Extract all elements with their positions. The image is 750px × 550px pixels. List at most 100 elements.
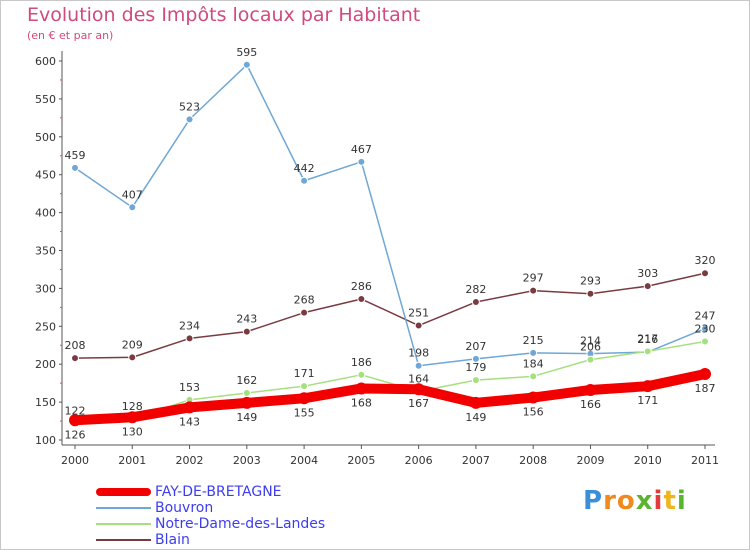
y-tick-label: 100 bbox=[35, 434, 56, 447]
data-point bbox=[527, 391, 540, 404]
x-tick-label: 2002 bbox=[176, 454, 204, 467]
data-point bbox=[357, 370, 366, 379]
data-point bbox=[240, 396, 253, 409]
legend-swatch-fay bbox=[96, 488, 151, 496]
data-point bbox=[183, 401, 196, 414]
series-line-1 bbox=[74, 64, 706, 367]
data-label: 207 bbox=[465, 340, 486, 353]
data-point bbox=[641, 380, 654, 393]
data-point bbox=[412, 383, 425, 396]
data-label: 184 bbox=[523, 357, 544, 370]
data-label: 293 bbox=[580, 275, 601, 288]
data-label: 155 bbox=[294, 406, 315, 419]
legend-swatch-notre-dame bbox=[96, 523, 151, 525]
data-label: 186 bbox=[351, 356, 372, 369]
data-point bbox=[701, 269, 709, 278]
y-tick-label: 500 bbox=[35, 131, 56, 144]
data-label: 171 bbox=[637, 394, 658, 407]
data-label: 122 bbox=[65, 404, 86, 417]
data-label: 143 bbox=[179, 415, 200, 428]
data-point bbox=[242, 389, 251, 398]
data-label: 467 bbox=[351, 143, 372, 156]
data-label: 216 bbox=[637, 333, 658, 346]
y-tick-label: 200 bbox=[35, 358, 56, 371]
proxiti-logo: Proxiti bbox=[583, 486, 687, 516]
data-label: 251 bbox=[408, 307, 429, 320]
data-point bbox=[414, 361, 423, 370]
data-point bbox=[128, 353, 137, 362]
data-label: 243 bbox=[236, 313, 257, 326]
data-label: 149 bbox=[465, 411, 486, 424]
data-label: 164 bbox=[408, 372, 429, 385]
data-label: 214 bbox=[580, 335, 601, 348]
data-point bbox=[185, 334, 194, 343]
x-tick-label: 2010 bbox=[634, 454, 662, 467]
data-label: 208 bbox=[65, 339, 86, 352]
logo-letter: P bbox=[583, 486, 604, 516]
data-label: 459 bbox=[65, 149, 86, 162]
x-tick-label: 2005 bbox=[347, 454, 375, 467]
x-tick-label: 2000 bbox=[61, 454, 89, 467]
data-point bbox=[643, 282, 652, 291]
legend-item-fay-de-bretagne: FAY-DE-BRETAGNE bbox=[96, 484, 325, 500]
legend-swatch-blain bbox=[96, 539, 151, 541]
data-point bbox=[300, 308, 309, 317]
legend-item-notre-dame-des-landes: Notre-Dame-des-Landes bbox=[96, 516, 325, 532]
data-point bbox=[355, 382, 368, 395]
legend-item-bouvron: Bouvron bbox=[96, 500, 325, 516]
logo-letter: i bbox=[653, 486, 664, 516]
data-label: 198 bbox=[408, 347, 429, 360]
data-point bbox=[584, 383, 597, 396]
legend-swatch-bouvron bbox=[96, 507, 151, 509]
data-label: 268 bbox=[294, 294, 315, 307]
data-label: 286 bbox=[351, 280, 372, 293]
data-point bbox=[357, 157, 366, 166]
data-label: 215 bbox=[523, 334, 544, 347]
legend-label-notre-dame: Notre-Dame-des-Landes bbox=[155, 516, 326, 532]
data-point bbox=[701, 324, 709, 333]
data-label: 303 bbox=[637, 267, 658, 280]
data-point bbox=[586, 289, 595, 298]
data-label: 167 bbox=[408, 397, 429, 410]
data-label: 153 bbox=[179, 381, 200, 394]
data-label: 187 bbox=[695, 382, 716, 395]
data-label: 179 bbox=[465, 361, 486, 374]
logo-letter: t bbox=[663, 486, 677, 516]
x-tick-label: 2008 bbox=[519, 454, 547, 467]
legend: FAY-DE-BRETAGNE Bouvron Notre-Dame-des-L… bbox=[96, 484, 325, 548]
y-tick-label: 350 bbox=[35, 245, 56, 258]
data-label: 168 bbox=[351, 396, 372, 409]
data-point bbox=[643, 347, 652, 356]
logo-letter: r bbox=[603, 486, 617, 516]
series-line-2 bbox=[74, 340, 706, 425]
data-label: 128 bbox=[122, 400, 143, 413]
data-point bbox=[586, 355, 595, 364]
data-point bbox=[357, 295, 366, 304]
logo-letter: i bbox=[676, 486, 687, 516]
data-label: 126 bbox=[65, 428, 86, 441]
y-tick-label: 150 bbox=[35, 396, 56, 409]
data-point bbox=[300, 176, 309, 185]
data-label: 282 bbox=[465, 283, 486, 296]
data-point bbox=[300, 382, 309, 391]
data-point bbox=[414, 321, 423, 330]
data-label: 166 bbox=[580, 398, 601, 411]
data-point bbox=[242, 327, 251, 336]
data-label: 149 bbox=[236, 411, 257, 424]
data-point bbox=[126, 411, 139, 424]
data-label: 206 bbox=[580, 341, 601, 354]
x-tick-label: 2004 bbox=[290, 454, 318, 467]
data-label: 162 bbox=[236, 374, 257, 387]
data-label: 407 bbox=[122, 188, 143, 201]
data-point bbox=[69, 414, 81, 427]
data-point bbox=[471, 298, 480, 307]
y-tick-label: 450 bbox=[35, 169, 56, 182]
y-tick-label: 300 bbox=[35, 282, 56, 295]
data-point bbox=[71, 163, 79, 172]
data-label: 130 bbox=[122, 425, 143, 438]
chart-subtitle: (en € et par an) bbox=[27, 29, 114, 42]
data-label: 442 bbox=[294, 162, 315, 175]
data-point bbox=[529, 348, 538, 357]
logo-letter: o bbox=[616, 486, 636, 516]
data-label: 320 bbox=[695, 254, 716, 267]
